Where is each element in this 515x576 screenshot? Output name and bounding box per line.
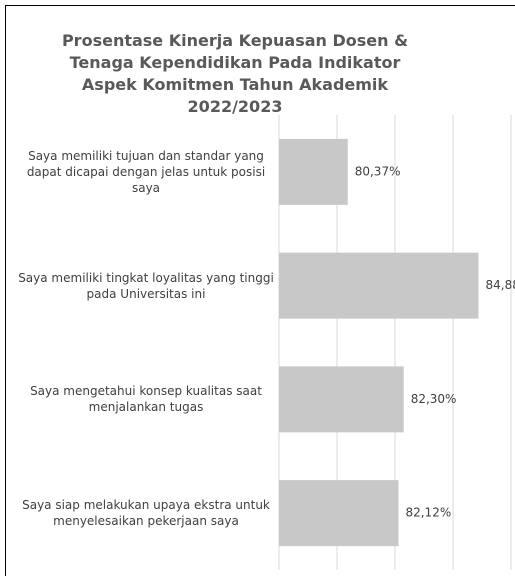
chart-title: Prosentase Kinerja Kepuasan Dosen & Tena… bbox=[61, 31, 409, 116]
category-label: Saya memiliki tujuan dan standar yang da… bbox=[26, 148, 266, 195]
value-label: 82,12% bbox=[405, 506, 451, 520]
bar bbox=[279, 366, 404, 433]
bar bbox=[279, 138, 348, 205]
category-label: Saya mengetahui konsep kualitas saat men… bbox=[30, 384, 262, 415]
bar bbox=[279, 480, 399, 547]
category-label: Saya memiliki tingkat loyalitas yang tin… bbox=[18, 270, 274, 301]
value-label: 84,88% bbox=[486, 278, 515, 292]
value-label: 80,37% bbox=[355, 164, 401, 178]
bar bbox=[279, 252, 479, 319]
chart-border bbox=[5, 5, 515, 576]
value-label: 82,30% bbox=[411, 392, 457, 406]
category-label: Saya siap melakukan upaya ekstra untuk m… bbox=[22, 498, 270, 529]
